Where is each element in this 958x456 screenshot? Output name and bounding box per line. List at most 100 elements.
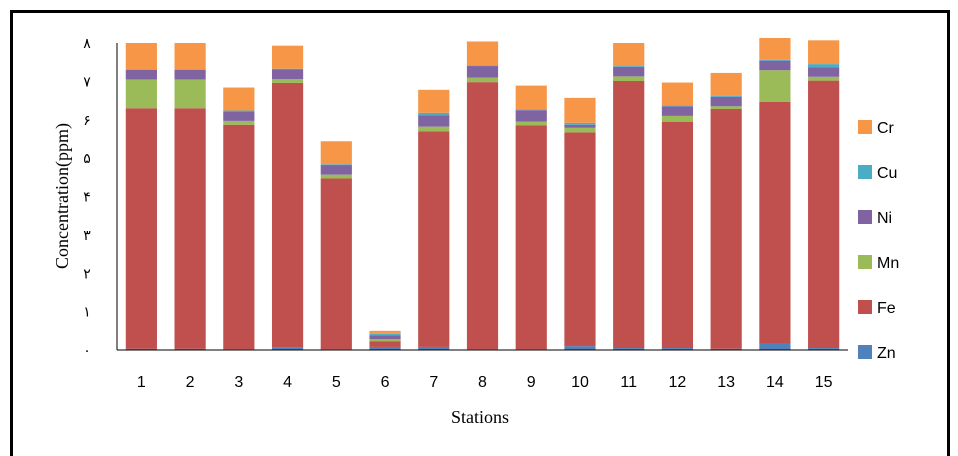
legend-label-cr: Cr	[877, 120, 895, 137]
legend-label-fe: Fe	[877, 300, 896, 317]
x-tick-label: 11	[620, 374, 637, 391]
bar-segment-cu-station-14	[759, 59, 791, 61]
bar-segment-ni-station-8	[466, 66, 499, 78]
bar-segment-cu-station-7	[418, 112, 450, 116]
bar-segment-cu-station-6	[369, 333, 401, 336]
x-tick-label: 13	[717, 374, 735, 391]
x-tick-label: 5	[332, 374, 341, 391]
y-tick-label: ۴	[83, 190, 91, 206]
bar-segment-mn-station-4	[271, 79, 304, 83]
y-tick-label: ٢	[83, 266, 91, 282]
legend-label-cu: Cu	[877, 165, 897, 182]
bar-segment-zn-station-6	[369, 346, 401, 350]
bar-segment-fe-station-8	[466, 82, 499, 350]
x-tick-label: 12	[669, 374, 687, 391]
bar-segment-mn-station-3	[223, 120, 255, 125]
legend-swatch-ni	[858, 210, 872, 224]
bar-segment-zn-station-15	[808, 348, 840, 350]
bar-segment-fe-station-14	[759, 101, 791, 344]
bar-segment-mn-station-6	[369, 339, 401, 342]
x-tick-label: 15	[815, 374, 833, 391]
bar-segment-fe-station-4	[271, 82, 304, 348]
bar-segment-fe-station-1	[125, 108, 157, 349]
bar-segment-zn-station-7	[418, 346, 450, 350]
bar-segment-zn-station-13	[710, 348, 742, 350]
legend-label-ni: Ni	[877, 210, 892, 227]
bar-segment-ni-station-2	[174, 69, 206, 80]
bar-segment-zn-station-14	[759, 343, 791, 350]
bar-segment-mn-station-1	[125, 79, 157, 109]
bar-segment-cr-station-3	[223, 87, 255, 111]
bar-segment-cr-station-15	[808, 40, 840, 65]
bar-segment-mn-station-7	[418, 126, 450, 132]
legend-swatch-cr	[858, 120, 872, 134]
bar-segment-ni-station-13	[710, 96, 742, 107]
bar-segment-cr-station-1	[125, 43, 157, 70]
bar-segment-mn-station-2	[174, 79, 206, 109]
x-tick-label: 7	[429, 374, 438, 391]
bar-segment-fe-station-2	[174, 108, 206, 349]
y-tick-label: ٠	[83, 343, 91, 359]
bar-segment-cr-station-12	[661, 82, 694, 106]
bar-segment-cr-station-5	[320, 141, 352, 165]
bar-segment-cu-station-4	[271, 68, 304, 70]
x-tick-label: 3	[234, 374, 243, 391]
bar-segment-mn-station-15	[808, 76, 840, 81]
bar-segment-ni-station-14	[759, 60, 791, 71]
chart-frame	[10, 10, 950, 456]
bar-segment-ni-station-1	[125, 69, 157, 80]
bar-segment-fe-station-12	[661, 121, 694, 349]
bar-segment-mn-station-12	[661, 115, 694, 122]
bar-segment-zn-station-1	[125, 348, 157, 350]
bar-segment-cr-station-10	[564, 97, 596, 123]
bar-segment-cr-station-4	[271, 45, 304, 69]
y-tick-label: ٧	[83, 74, 91, 90]
bar-segment-cr-station-6	[369, 330, 401, 334]
bar-segment-zn-station-4	[271, 347, 304, 350]
bar-segment-cu-station-2	[174, 69, 206, 70]
x-tick-label: 10	[571, 374, 589, 391]
x-axis-title: Stations	[451, 407, 509, 427]
bar-segment-cr-station-2	[174, 43, 206, 70]
bar-segment-cu-station-12	[661, 105, 694, 107]
bar-segment-cr-station-7	[418, 89, 450, 113]
bar-segment-ni-station-10	[564, 124, 596, 128]
legend-swatch-zn	[858, 345, 872, 359]
legend-swatch-mn	[858, 255, 872, 269]
bar-segment-cr-station-9	[515, 85, 547, 110]
bar-segment-ni-station-6	[369, 335, 401, 340]
bar-segment-fe-station-7	[418, 131, 450, 347]
bar-segment-cr-station-14	[759, 38, 791, 60]
bar-segment-mn-station-8	[466, 77, 499, 83]
bar-segment-cu-station-1	[125, 69, 157, 70]
bar-segment-ni-station-4	[271, 69, 304, 80]
legend-swatch-fe	[858, 300, 872, 314]
bar-segment-cu-station-13	[710, 95, 742, 97]
bar-segment-fe-station-15	[808, 80, 840, 349]
bar-segment-zn-station-12	[661, 348, 694, 350]
x-tick-label: 4	[283, 374, 292, 391]
bar-segment-cu-station-9	[515, 109, 547, 111]
x-tick-label: 8	[478, 374, 487, 391]
bar-segment-zn-station-2	[174, 348, 206, 350]
bar-segment-ni-station-15	[808, 67, 840, 77]
bar-segment-fe-station-11	[613, 80, 645, 349]
legend-label-zn: Zn	[877, 345, 896, 362]
bar-segment-cu-station-3	[223, 110, 255, 112]
bar-segment-cu-station-5	[320, 164, 352, 166]
bar-segment-zn-station-10	[564, 346, 596, 350]
bar-segment-mn-station-9	[515, 121, 547, 126]
bar-segment-fe-station-6	[369, 341, 401, 347]
bar-segment-cr-station-11	[613, 43, 645, 67]
bar-segment-ni-station-9	[515, 110, 547, 122]
bar-segment-cr-station-13	[710, 72, 742, 96]
bar-segment-mn-station-5	[320, 174, 352, 179]
bar-segment-mn-station-10	[564, 127, 596, 133]
bar-segment-cu-station-15	[808, 64, 840, 68]
x-tick-label: 9	[527, 374, 536, 391]
bar-segment-cu-station-8	[466, 65, 499, 67]
bar-segment-mn-station-13	[710, 106, 742, 110]
y-tick-label: ۵	[83, 151, 91, 167]
bar-segment-ni-station-12	[661, 106, 694, 116]
